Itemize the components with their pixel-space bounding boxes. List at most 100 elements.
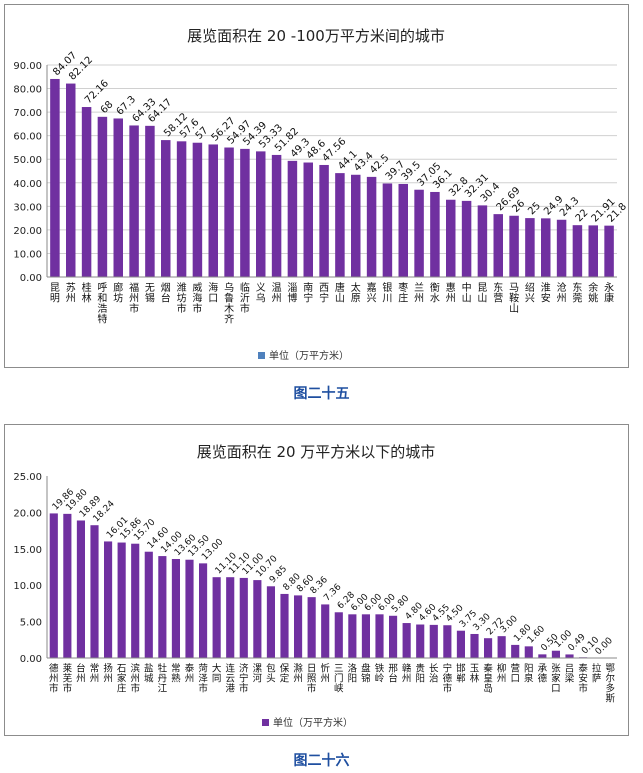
y-tick-label: 15.00 xyxy=(13,545,42,556)
bar xyxy=(239,577,248,658)
bar xyxy=(366,176,377,277)
x-category-label: 昆明 xyxy=(50,282,60,305)
chart-1-gridlines xyxy=(47,64,617,278)
x-category-label: 贵阳 xyxy=(415,663,425,685)
data-label: 68 xyxy=(99,99,116,116)
x-category-label: 营口 xyxy=(510,663,520,685)
x-category-label: 忻州 xyxy=(320,663,330,685)
bar xyxy=(402,623,411,658)
bar xyxy=(76,520,85,658)
bar xyxy=(266,586,275,658)
bar xyxy=(63,513,72,658)
x-category-label: 南宁 xyxy=(303,281,313,305)
bar xyxy=(253,580,262,658)
x-category-label: 柳州 xyxy=(497,663,507,685)
x-category-label: 无锡 xyxy=(145,283,155,305)
x-category-label: 秦皇岛 xyxy=(483,663,493,695)
x-category-label: 台州 xyxy=(76,663,86,685)
chart-1-title: 展览面积在 20 -100万平方米间的城市 xyxy=(187,27,445,45)
bar xyxy=(271,154,282,277)
chart-1-y-axis: 0.00 10.00 20.00 30.00 40.00 50.00 60.00 70.00 8… xyxy=(13,61,48,284)
x-category-label: 沧州 xyxy=(557,281,567,305)
chart-2-svg: 展览面积在 20 万平方米以下的城市 0.00 5.00 10.00 15.00 20.… xyxy=(13,443,617,729)
bar xyxy=(287,160,298,277)
chart-2-bars xyxy=(49,513,588,658)
bar xyxy=(348,614,357,658)
x-category-label: 扬州 xyxy=(103,663,113,685)
x-category-label: 长治 xyxy=(429,663,439,685)
x-category-label: 乌鲁木齐 xyxy=(224,281,234,326)
x-category-label: 保定 xyxy=(280,663,290,685)
bar xyxy=(240,148,250,277)
x-category-label: 玉林 xyxy=(470,664,480,685)
bar xyxy=(212,577,221,658)
bar xyxy=(256,151,266,277)
bar xyxy=(104,541,113,658)
bar xyxy=(161,140,171,277)
x-category-label: 承德 xyxy=(538,664,548,685)
x-category-label: 东莞 xyxy=(572,281,582,305)
x-category-label: 东营 xyxy=(493,281,503,305)
chart-1-svg: 展览面积在 20 -100万平方米间的城市 0.00 10.00 20.00 30.0… xyxy=(13,27,629,362)
chart-2-x-axis: 德州市莱芜市台州常州扬州石家庄滨州市盐城牡丹江常熟泰州菏泽市大同连云港济宁市漯河… xyxy=(47,657,617,705)
bar xyxy=(541,218,551,277)
y-tick-label: 5.00 xyxy=(20,618,42,629)
bar xyxy=(446,199,456,277)
x-category-label: 济宁市 xyxy=(239,663,249,695)
y-tick-label: 20.00 xyxy=(13,508,42,519)
figure-caption-2: 图二十六 xyxy=(293,753,350,769)
figure-caption-1: 图二十五 xyxy=(293,386,350,402)
x-category-label: 温州 xyxy=(272,282,282,305)
bar xyxy=(588,225,598,277)
bar xyxy=(429,624,438,658)
y-tick-label: 25.00 xyxy=(13,472,42,483)
x-category-label: 泰州 xyxy=(185,663,195,685)
x-category-label: 牡丹江 xyxy=(158,663,168,695)
x-category-label: 莱芜市 xyxy=(63,663,73,695)
x-category-label: 中山 xyxy=(462,281,472,305)
chart-1-bars xyxy=(50,78,614,278)
bar xyxy=(556,219,567,277)
x-category-label: 邯郸 xyxy=(456,663,466,685)
bar xyxy=(176,141,187,277)
bar xyxy=(461,200,472,277)
x-category-label: 永康 xyxy=(604,281,614,305)
bar xyxy=(484,638,493,658)
y-tick-label: 70.00 xyxy=(13,108,42,119)
x-category-label: 银川 xyxy=(382,281,392,305)
bar xyxy=(113,118,123,278)
bar xyxy=(144,551,153,658)
x-category-label: 枣庄 xyxy=(398,282,408,305)
bar xyxy=(511,644,520,658)
y-tick-label: 10.00 xyxy=(13,581,42,592)
y-tick-label: 50.00 xyxy=(13,155,42,166)
chart-2-legend-swatch xyxy=(262,719,269,726)
x-category-label: 邢台 xyxy=(388,664,398,685)
bar xyxy=(375,614,384,658)
bar xyxy=(551,650,560,658)
bar xyxy=(430,191,440,277)
bar xyxy=(351,174,361,277)
x-category-label: 威海市 xyxy=(192,281,202,315)
bar xyxy=(50,78,60,277)
x-category-label: 日照市 xyxy=(307,664,317,695)
bar xyxy=(456,630,465,658)
bar xyxy=(199,563,208,658)
y-tick-label: 30.00 xyxy=(13,202,42,213)
x-category-label: 泰安市 xyxy=(578,663,588,695)
x-category-label: 鄂尔多斯 xyxy=(605,664,615,705)
chart-1-legend: 单位（万平方米） xyxy=(258,349,349,362)
bar xyxy=(319,164,329,277)
bar xyxy=(470,633,479,658)
chart-2-legend: 单位（万平方米） xyxy=(262,716,353,729)
x-category-label: 淮安 xyxy=(541,282,551,305)
chart-1-x-axis: 昆明苏州桂林呼和浩特廊坊福州市无锡烟台潍坊市威海市海口乌鲁木齐临沂市义乌温州淄博… xyxy=(47,276,617,326)
y-tick-label: 20.00 xyxy=(13,226,42,237)
y-tick-label: 80.00 xyxy=(13,85,42,96)
x-category-label: 张家口 xyxy=(551,664,561,695)
x-category-label: 烟台 xyxy=(161,281,171,305)
data-label: 22 xyxy=(574,208,591,225)
chart-2-legend-label: 单位（万平方米） xyxy=(273,716,353,729)
x-category-label: 潍坊市 xyxy=(177,282,187,315)
bar xyxy=(382,183,393,277)
